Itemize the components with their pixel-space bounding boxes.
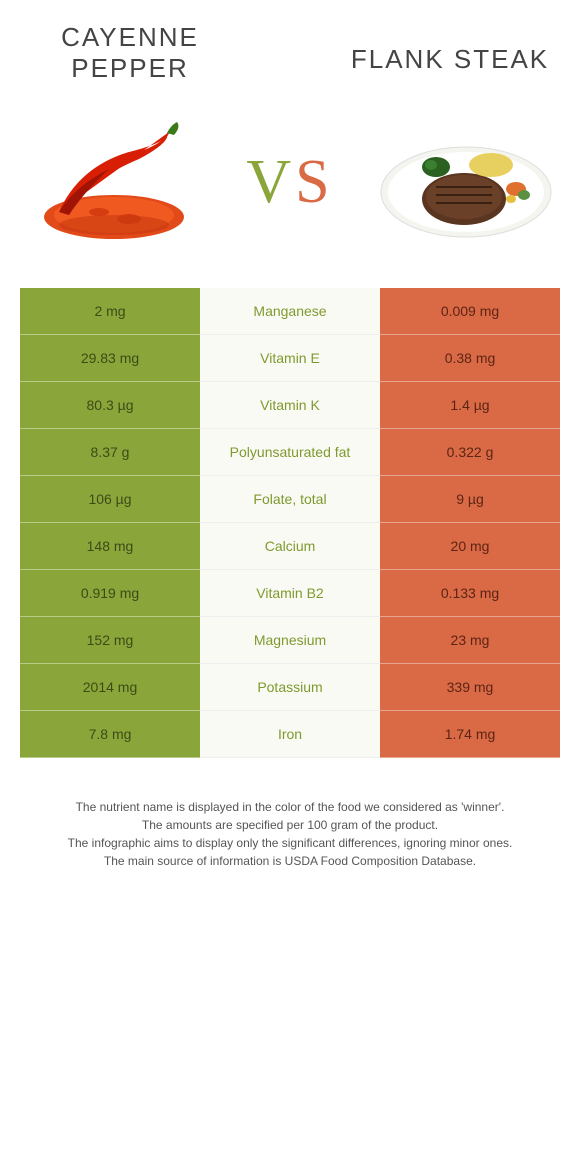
nutrient-name: Manganese bbox=[200, 288, 380, 335]
table-row: 106 µgFolate, total9 µg bbox=[20, 476, 560, 523]
nutrient-name: Potassium bbox=[200, 664, 380, 711]
table-row: 80.3 µgVitamin K1.4 µg bbox=[20, 382, 560, 429]
left-value: 152 mg bbox=[20, 617, 200, 664]
nutrient-name: Vitamin K bbox=[200, 382, 380, 429]
footer-line-2: The amounts are specified per 100 gram o… bbox=[44, 816, 536, 834]
table-row: 7.8 mgIron1.74 mg bbox=[20, 711, 560, 758]
table-row: 148 mgCalcium20 mg bbox=[20, 523, 560, 570]
right-value: 9 µg bbox=[380, 476, 560, 523]
flank-steak-image bbox=[376, 112, 556, 252]
footer-line-1: The nutrient name is displayed in the co… bbox=[44, 798, 536, 816]
nutrient-name: Polyunsaturated fat bbox=[200, 429, 380, 476]
right-value: 0.38 mg bbox=[380, 335, 560, 382]
left-value: 80.3 µg bbox=[20, 382, 200, 429]
left-food-title: Cayenne pepper bbox=[20, 20, 240, 84]
left-value: 29.83 mg bbox=[20, 335, 200, 382]
footer-line-4: The main source of information is USDA F… bbox=[44, 852, 536, 870]
header: Cayenne pepper Flank steak bbox=[20, 20, 560, 84]
right-value: 1.4 µg bbox=[380, 382, 560, 429]
table-row: 2 mgManganese0.009 mg bbox=[20, 288, 560, 335]
right-value: 0.322 g bbox=[380, 429, 560, 476]
right-value: 23 mg bbox=[380, 617, 560, 664]
right-value: 0.009 mg bbox=[380, 288, 560, 335]
right-value: 1.74 mg bbox=[380, 711, 560, 758]
footer-notes: The nutrient name is displayed in the co… bbox=[20, 758, 560, 870]
vs-v: V bbox=[246, 148, 295, 216]
nutrient-name: Vitamin B2 bbox=[200, 570, 380, 617]
left-value: 2014 mg bbox=[20, 664, 200, 711]
table-row: 0.919 mgVitamin B20.133 mg bbox=[20, 570, 560, 617]
footer-line-3: The infographic aims to display only the… bbox=[44, 834, 536, 852]
left-value: 106 µg bbox=[20, 476, 200, 523]
table-row: 2014 mgPotassium339 mg bbox=[20, 664, 560, 711]
left-value: 7.8 mg bbox=[20, 711, 200, 758]
left-value: 2 mg bbox=[20, 288, 200, 335]
comparison-table: 2 mgManganese0.009 mg29.83 mgVitamin E0.… bbox=[20, 288, 560, 758]
right-value: 0.133 mg bbox=[380, 570, 560, 617]
nutrient-name: Folate, total bbox=[200, 476, 380, 523]
table-row: 8.37 gPolyunsaturated fat0.322 g bbox=[20, 429, 560, 476]
left-value: 0.919 mg bbox=[20, 570, 200, 617]
vs-s: S bbox=[295, 148, 333, 216]
vs-label: VS bbox=[246, 147, 333, 218]
nutrient-name: Vitamin E bbox=[200, 335, 380, 382]
nutrient-name: Calcium bbox=[200, 523, 380, 570]
right-food-title: Flank steak bbox=[340, 20, 560, 75]
nutrient-name: Iron bbox=[200, 711, 380, 758]
table-row: 152 mgMagnesium23 mg bbox=[20, 617, 560, 664]
table-row: 29.83 mgVitamin E0.38 mg bbox=[20, 335, 560, 382]
cayenne-pepper-image bbox=[24, 112, 204, 252]
right-value: 339 mg bbox=[380, 664, 560, 711]
comparison-images: VS bbox=[20, 112, 560, 252]
left-value: 148 mg bbox=[20, 523, 200, 570]
right-value: 20 mg bbox=[380, 523, 560, 570]
nutrient-name: Magnesium bbox=[200, 617, 380, 664]
left-value: 8.37 g bbox=[20, 429, 200, 476]
